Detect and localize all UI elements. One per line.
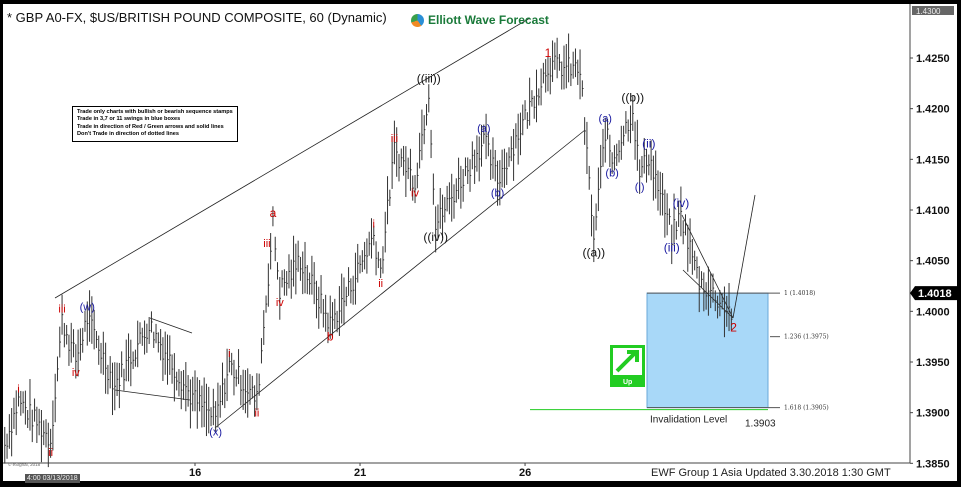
price-chart[interactable]: 1.4250 1.4200 1.4150 1.4100 1.4050 1.4000 1.39…	[3, 4, 957, 481]
top-price-tag-label: 1.4300	[916, 7, 941, 16]
rule: Trade in direction of Red / Green arrows…	[77, 123, 224, 130]
fib-level-label: 1.618 (1.3905)	[784, 405, 829, 412]
wedge-line	[114, 389, 191, 401]
invalidation-value: 1.3903	[745, 419, 776, 430]
wedge-line	[149, 317, 193, 334]
wave-label: b	[327, 329, 334, 343]
x-tick-label: 26	[519, 467, 531, 479]
wave-label: (a)	[599, 113, 612, 125]
y-tick-label: 1.3850	[916, 458, 950, 470]
logo-icon	[411, 13, 424, 27]
wave-label: (w)	[80, 301, 95, 313]
wave-label: iii	[391, 133, 398, 145]
top-price-tag	[912, 6, 954, 15]
lower-channel-line	[214, 129, 586, 429]
invalidation-label: Invalidation Level	[650, 415, 727, 426]
y-tick-label: 1.4000	[916, 306, 950, 318]
wave-label: ((a))	[582, 245, 605, 259]
wave-label: i	[17, 383, 19, 395]
projection-line	[732, 194, 756, 319]
wave-label: i	[373, 218, 375, 230]
rule: Trade in 3,7 or 11 swings in blue boxes	[77, 116, 181, 123]
esignal-copyright: © eSignal, 2018	[8, 462, 41, 467]
wave-label: (a)	[477, 123, 490, 135]
blue-box-target-zone	[646, 292, 769, 409]
wave-label: ((b))	[621, 91, 644, 105]
last-price-label: 1.4018	[918, 288, 952, 300]
wave-label: iv	[276, 297, 284, 309]
fib-level-label: 1.236 (1.3975)	[784, 334, 829, 341]
wave-label: iii	[263, 238, 270, 250]
rule: Don't Trade in direction of dotted lines	[77, 131, 180, 138]
fib-level-label: 1 (1.4018)	[784, 290, 815, 297]
wave-label: 1	[545, 46, 552, 60]
wave-label: ii	[254, 407, 259, 419]
up-stamp-label: Up	[623, 379, 632, 386]
wave-label: ((iv))	[423, 230, 448, 244]
last-price-tag	[910, 286, 957, 301]
y-tick-label: 1.3900	[916, 408, 950, 420]
wave-label: ii	[48, 447, 53, 459]
brand-name: Elliott Wave Forecast	[428, 13, 549, 27]
wave-label: i	[228, 348, 230, 360]
wave-label: iv	[411, 188, 419, 200]
wave-label: (iii)	[664, 240, 680, 254]
x-tick-label: 16	[189, 467, 201, 479]
update-footer: EWF Group 1 Asia Updated 3.30.2018 1:30 …	[651, 467, 891, 479]
up-arrow-icon	[615, 350, 639, 373]
wave-label: iii	[58, 303, 65, 315]
y-tick-label: 1.3950	[916, 357, 950, 369]
trading-rules-box: Trade only charts with bullish or bearis…	[72, 106, 238, 142]
y-tick-label: 1.4250	[916, 53, 950, 65]
upper-channel-line	[54, 17, 531, 299]
y-tick-label: 1.4200	[916, 104, 950, 116]
y-tick-label: 1.4050	[916, 256, 950, 268]
wave-label: (b)	[491, 188, 504, 200]
wave-label: (x)	[209, 427, 222, 439]
wave-label: iv	[72, 367, 80, 379]
rule: Trade only charts with bullish or bearis…	[77, 109, 233, 115]
wave-label: (iv)	[673, 196, 690, 210]
wave-label: (ii)	[642, 136, 655, 150]
chart-frame: 1.4250 1.4200 1.4150 1.4100 1.4050 1.4000 1.39…	[3, 4, 957, 483]
wave-label: 2	[730, 320, 737, 334]
chart-title: * GBP A0-FX, $US/BRITISH POUND COMPOSITE…	[7, 10, 387, 25]
wave-label: ((iii))	[417, 71, 441, 85]
cursor-date-tag: 4:00 03/13/2018	[25, 474, 80, 483]
wave-label: ii	[378, 278, 383, 290]
brand-logo: Elliott Wave Forecast	[411, 13, 549, 27]
y-tick-label: 1.4150	[916, 154, 950, 166]
wave-label: (i)	[635, 182, 645, 194]
wave-label: a	[270, 206, 277, 220]
y-tick-label: 1.4100	[916, 205, 950, 217]
x-tick-label: 21	[354, 467, 366, 479]
wave-label: (b)	[605, 167, 618, 179]
